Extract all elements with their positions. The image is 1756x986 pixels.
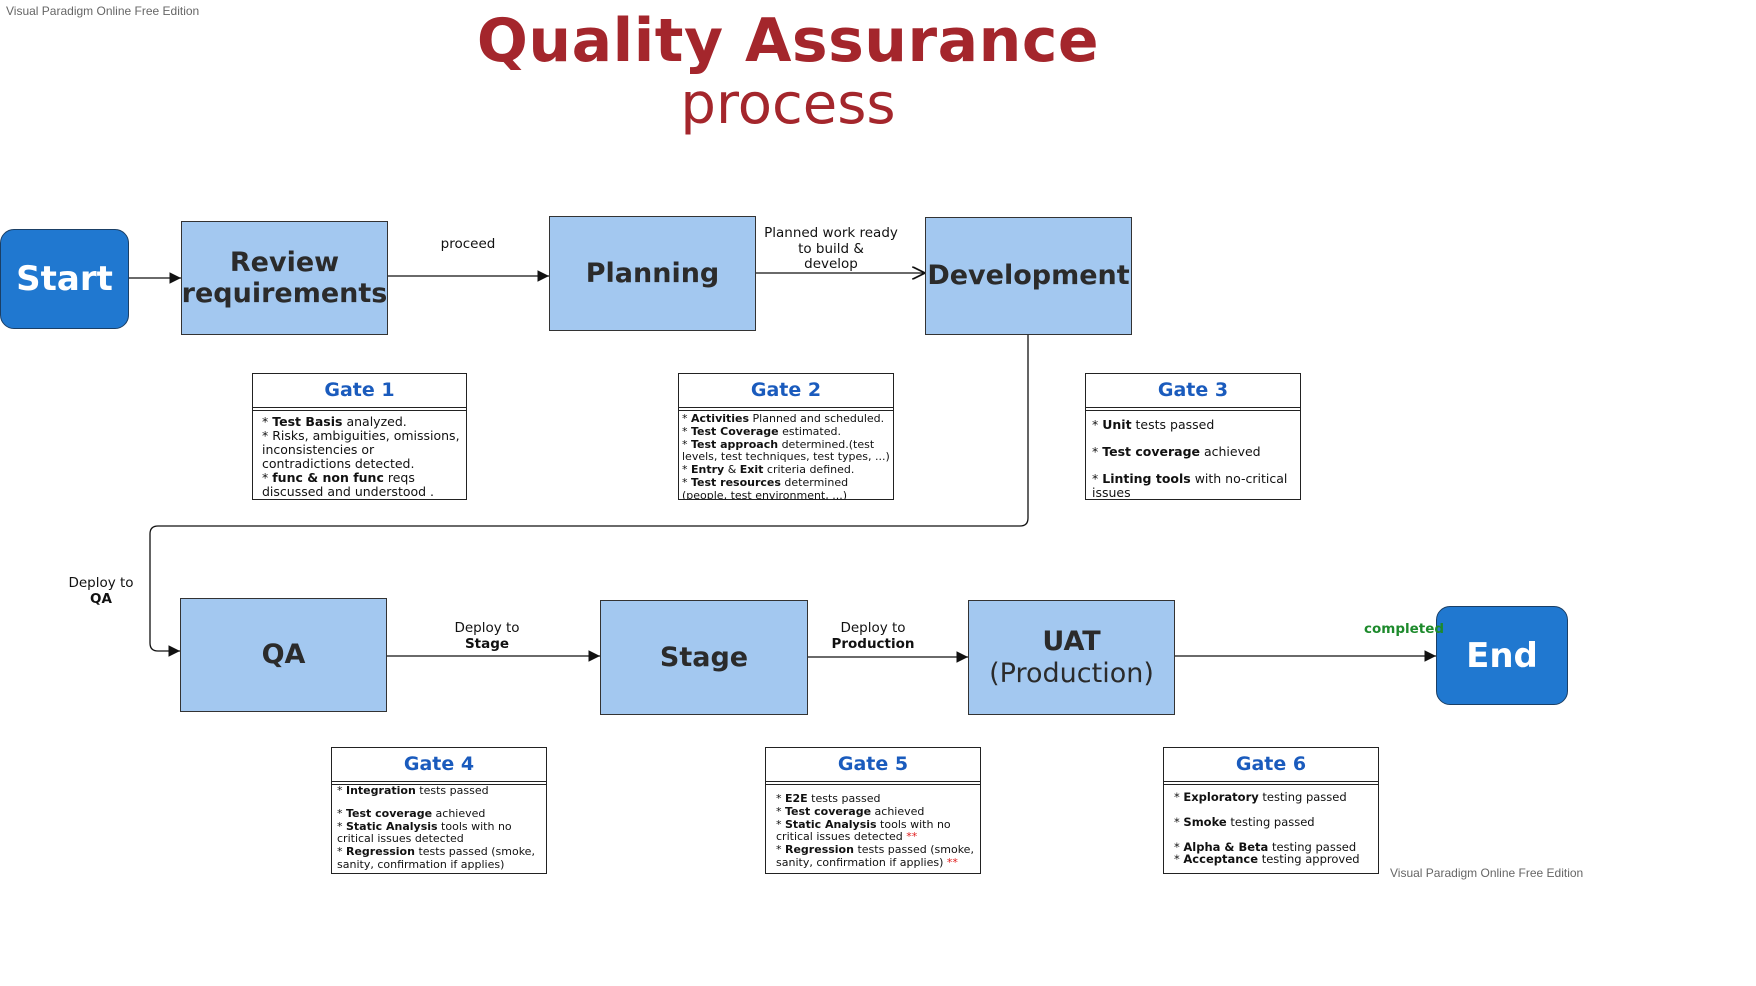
diagram-title: Quality Assurance: [476, 6, 1100, 76]
gate-2-box: Gate 2 * Activities Planned and schedule…: [678, 373, 894, 500]
gate-3-box: Gate 3 * Unit tests passed * Test covera…: [1085, 373, 1301, 500]
gate-4-item: * Static Analysis tools with no critical…: [337, 819, 512, 846]
label-deploy-stage-line1: Deploy to: [454, 620, 520, 636]
review-line1: Review: [229, 246, 340, 278]
uat-line1: UAT: [1042, 626, 1101, 658]
gate-1-title: Gate 1: [253, 374, 466, 411]
uat-node: UAT (Production): [968, 600, 1175, 715]
gate-5-item: * Static Analysis tools with no critical…: [776, 817, 951, 844]
gate-2-item: * Test approach determined.(test levels,…: [682, 437, 890, 464]
gate-2-item: * Entry & Exit criteria defined.: [682, 463, 855, 477]
gate-5-title: Gate 5: [766, 748, 980, 785]
gate-6-item: * Exploratory testing passed: [1174, 790, 1347, 804]
gate-6-item: * Alpha & Beta testing passed: [1174, 839, 1357, 854]
label-completed: completed: [1364, 621, 1445, 637]
stage-node: Stage: [600, 600, 808, 715]
end-node: End: [1436, 606, 1568, 705]
label-deploy-stage-line2: Stage: [464, 635, 510, 652]
label-deploy-qa-line2: QA: [90, 590, 112, 607]
gate-4-box: Gate 4 * Integration tests passed * Test…: [331, 747, 547, 874]
gate-1-item: * Risks, ambiguities, omissions, inconsi…: [262, 428, 460, 471]
gate-2-item: * Test resources determined (people, tes…: [682, 475, 849, 500]
gate-6-item: * Smoke testing passed: [1174, 814, 1315, 829]
gate-2-item: * Test Coverage estimated.: [682, 424, 841, 438]
watermark-bottom: Visual Paradigm Online Free Edition: [1390, 866, 1584, 880]
gate-1-item: * Test Basis analyzed.: [262, 414, 407, 429]
review-requirements-node: Review requirements: [181, 221, 388, 335]
development-node: Development: [925, 217, 1132, 335]
label-deploy-prod-line1: Deploy to: [840, 620, 906, 636]
gate-5-marker: **: [906, 830, 918, 844]
gate-3-item: * Linting tools with no-critical issues: [1092, 471, 1288, 500]
uat-line2: (Production): [989, 657, 1154, 689]
gate-4-item: * Integration tests passed: [337, 784, 489, 797]
label-planned-line3: develop: [804, 256, 858, 273]
planning-node: Planning: [549, 216, 756, 331]
gate-4-title: Gate 4: [332, 748, 546, 785]
label-deploy-prod-line2: Production: [831, 635, 915, 652]
gate-2-item: * Activities Planned and scheduled.: [682, 412, 885, 425]
review-line2: requirements: [181, 278, 388, 309]
gate-5-item: * Test coverage achieved: [776, 804, 925, 818]
gate-3-title: Gate 3: [1086, 374, 1300, 411]
watermark-top: Visual Paradigm Online Free Edition: [6, 4, 200, 18]
gate-4-item: * Regression tests passed (smoke, sanity…: [337, 845, 535, 871]
label-deploy-qa-line1: Deploy to: [68, 575, 134, 591]
gate-5-item: * E2E tests passed: [776, 792, 881, 805]
gate-5-marker: **: [946, 855, 958, 869]
label-planned-line1: Planned work ready: [764, 225, 898, 241]
gate-6-box: Gate 6 * Exploratory testing passed * Sm…: [1163, 747, 1379, 874]
gate-5-item: * Regression tests passed (smoke, sanity…: [776, 843, 974, 869]
label-deploy-production: Deploy to Production: [830, 620, 916, 652]
edge-development-qa: [149, 333, 1029, 657]
label-planned-work: Planned work ready to build & develop: [762, 225, 900, 273]
label-deploy-stage: Deploy to Stage: [448, 620, 526, 652]
label-proceed: proceed: [440, 236, 496, 252]
label-planned-line2: to build &: [798, 240, 864, 257]
qa-node: QA: [180, 598, 387, 712]
start-node: Start: [0, 229, 129, 329]
gate-4-item: * Test coverage achieved: [337, 806, 486, 820]
gate-3-item: * Test coverage achieved: [1092, 444, 1261, 459]
gate-5-box: Gate 5 * E2E tests passed * Test coverag…: [765, 747, 981, 874]
diagram-subtitle: process: [680, 72, 896, 137]
gate-2-title: Gate 2: [679, 374, 893, 411]
gate-1-item: * func & non func reqs discussed and und…: [262, 470, 435, 499]
gate-3-item: * Unit tests passed: [1092, 417, 1215, 432]
gate-1-box: Gate 1 * Test Basis analyzed. * Risks, a…: [252, 373, 467, 500]
gate-6-item: * Acceptance testing approved: [1174, 852, 1360, 867]
gate-6-title: Gate 6: [1164, 748, 1378, 785]
label-deploy-qa: Deploy to QA: [64, 575, 138, 607]
